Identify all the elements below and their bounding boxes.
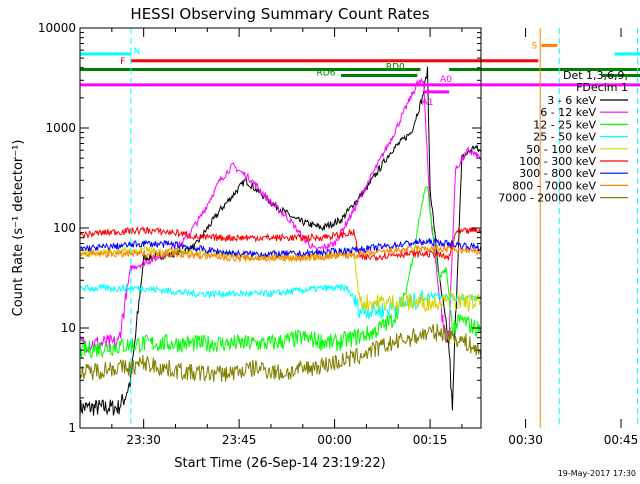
- chart-title: HESSI Observing Summary Count Rates: [130, 5, 429, 23]
- flag-bars-layer: N S F RD0 RD6 A0 A1: [80, 41, 640, 108]
- series-line-6: [80, 237, 481, 259]
- series-line-2: [80, 185, 481, 359]
- flag-label-rd6: RD6: [317, 68, 336, 78]
- series-layer: [80, 66, 481, 417]
- x-tick-label-1: 23:45: [222, 433, 257, 447]
- x-tick-label-4: 00:30: [508, 433, 543, 447]
- axes-layer: 23:30 23:45 00:00 00:15 00:30 00:45 1 10 100 1000…: [38, 21, 639, 447]
- flag-label-s: S: [531, 41, 537, 51]
- legend-entry-label-7: 800 - 7000 keV: [512, 179, 596, 192]
- y-tick-label-2: 100: [53, 221, 76, 235]
- plot-frame: [79, 27, 482, 429]
- series-line-1: [80, 77, 481, 353]
- x-tick-label-2: 00:00: [317, 433, 352, 447]
- flag-label-n: N: [133, 47, 140, 57]
- series-line-3: [80, 283, 481, 320]
- flag-label-rd0: RD0: [386, 62, 405, 72]
- y-tick-label-3: 1000: [45, 121, 76, 135]
- x-axis-label: Start Time (26-Sep-14 23:19:22): [174, 456, 385, 471]
- series-line-5: [80, 225, 481, 262]
- legend-entry-label-1: 6 - 12 keV: [540, 106, 596, 119]
- date-stamp: 19-May-2017 17:30: [558, 469, 636, 478]
- y-tick-label-4: 10000: [38, 21, 76, 35]
- series-line-4: [80, 245, 481, 314]
- legend-header-line-2: FDecim 1: [576, 81, 628, 94]
- legend-entry-label-0: 3 - 6 keV: [547, 94, 596, 107]
- x-tick-label-5: 00:45: [604, 433, 639, 447]
- y-axis-label: Count Rate (s⁻¹ detector⁻¹): [11, 140, 26, 317]
- legend-entry-label-4: 50 - 100 keV: [526, 143, 596, 156]
- legend-entry-label-5: 100 - 300 keV: [519, 155, 596, 168]
- legend-header-line-1: Det 1,3,6,9,: [563, 69, 628, 82]
- vertical-markers-layer: [130, 28, 639, 428]
- series-line-8: [80, 323, 481, 383]
- y-tick-label-1: 10: [61, 321, 76, 335]
- legend-entry-label-6: 300 - 800 keV: [519, 167, 596, 180]
- legend-entry-label-2: 12 - 25 keV: [533, 118, 596, 131]
- legend-entry-label-3: 25 - 50 keV: [533, 131, 596, 144]
- flag-label-a1: A1: [422, 98, 434, 108]
- legend-entry-label-8: 7000 - 20000 keV: [498, 192, 596, 205]
- flag-label-a0: A0: [440, 75, 452, 85]
- x-tick-label-3: 00:15: [413, 433, 448, 447]
- y-tick-label-0: 1: [68, 421, 76, 435]
- series-line-7: [80, 244, 481, 264]
- x-tick-label-0: 23:30: [126, 433, 161, 447]
- flag-label-f: F: [120, 57, 125, 67]
